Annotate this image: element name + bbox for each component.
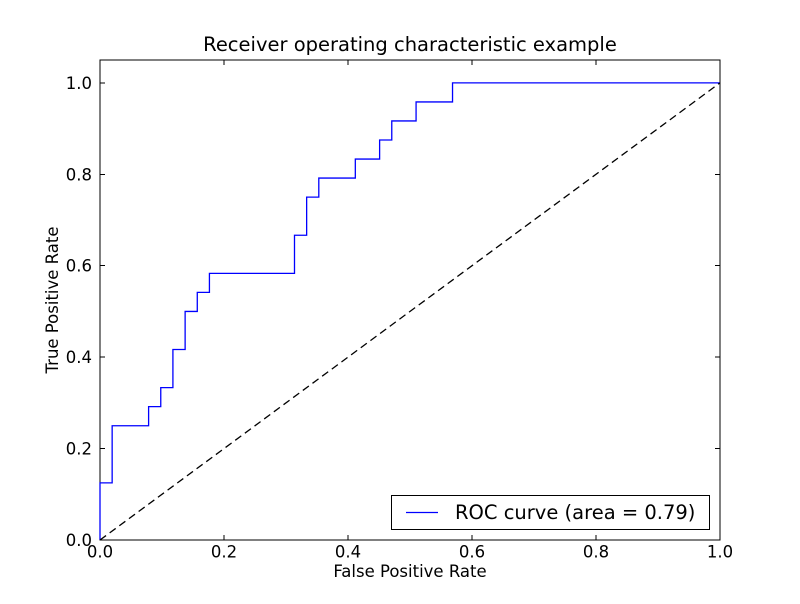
- chance-diagonal-line: [99, 82, 721, 541]
- x-tick-label: 0.8: [583, 543, 609, 562]
- y-tick-label: 0.2: [66, 440, 92, 459]
- x-tick-label: 0.4: [335, 543, 361, 562]
- legend-label: ROC curve (area = 0.79): [455, 501, 695, 524]
- x-axis-label: False Positive Rate: [333, 562, 486, 581]
- series-group: [99, 82, 721, 541]
- axes-spines: [99, 59, 721, 541]
- x-tick-label: 1.0: [707, 543, 733, 562]
- y-tick-label: 0.8: [66, 165, 92, 184]
- x-tick-label: 0.2: [211, 543, 237, 562]
- chart-title: Receiver operating characteristic exampl…: [203, 33, 617, 56]
- y-tick-label: 0.4: [66, 348, 92, 367]
- x-tick-label: 0.0: [87, 543, 113, 562]
- y-tick-label: 1.0: [66, 74, 92, 93]
- tick-labels-group: 0.0 0.2 0.4 0.6 0.8 1.0 0.0 0.2 0.4 0.6 0.8 1.0: [66, 74, 733, 562]
- x-tick-label: 0.6: [459, 543, 485, 562]
- y-axis-label: True Positive Rate: [43, 227, 62, 375]
- y-tick-label: 0.6: [66, 257, 92, 276]
- legend-box: [391, 495, 710, 530]
- roc-curve-line: [99, 82, 720, 540]
- y-tick-label: 0.0: [66, 531, 92, 550]
- legend: ROC curve (area = 0.79): [391, 495, 710, 530]
